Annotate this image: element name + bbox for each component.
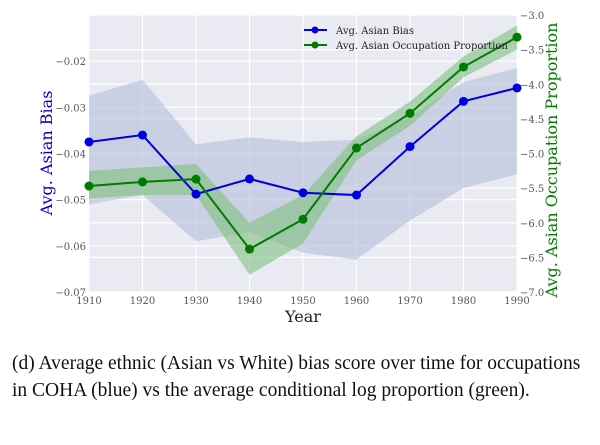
x-tick-label: 1910 xyxy=(76,296,101,307)
legend-marker-proportion xyxy=(311,41,319,49)
right-tick-label: −3.5 xyxy=(520,46,544,57)
legend: Avg. Asian Bias Avg. Asian Occupation Pr… xyxy=(304,26,508,52)
right-tick-label: −7.0 xyxy=(520,288,544,299)
data-point-bias xyxy=(298,188,308,198)
data-point-proportion xyxy=(84,181,94,191)
legend-label-bias: Avg. Asian Bias xyxy=(335,26,414,37)
right-tick-label: −3.0 xyxy=(520,11,544,22)
right-axis-label: Avg. Asian Occupation Proportion xyxy=(542,23,561,299)
x-tick-label: 1990 xyxy=(504,296,529,307)
data-point-proportion xyxy=(298,214,308,224)
right-tick-label: −4.0 xyxy=(520,80,544,91)
x-tick-label: 1980 xyxy=(451,296,476,307)
dual-axis-line-chart: 1910 1920 1930 1940 1950 1960 1970 1980 1990 −0.0… xyxy=(37,11,561,326)
figure-caption: (d) Average ethnic (Asian vs White) bias… xyxy=(12,353,581,401)
data-point-bias xyxy=(459,96,468,106)
confidence-band-bias xyxy=(89,68,517,260)
data-point-proportion xyxy=(138,177,147,187)
data-point-proportion xyxy=(352,143,361,153)
left-tick-label: −0.04 xyxy=(55,150,86,161)
data-point-proportion xyxy=(512,32,522,42)
data-point-bias xyxy=(245,174,254,184)
right-tick-label: −5.5 xyxy=(520,184,544,195)
data-point-proportion xyxy=(245,244,254,254)
right-tick-label: −4.5 xyxy=(520,115,544,126)
left-tick-label: −0.03 xyxy=(55,103,86,114)
x-tick-label: 1960 xyxy=(344,296,369,307)
x-tick-label: 1950 xyxy=(290,296,315,307)
left-axis-label: Avg. Asian Bias xyxy=(37,91,56,217)
legend-marker-bias xyxy=(311,26,319,34)
data-point-bias xyxy=(512,83,522,93)
right-tick-label: −6.5 xyxy=(520,253,544,264)
data-point-bias xyxy=(138,130,147,140)
x-tick-label: 1920 xyxy=(130,296,155,307)
x-axis-label: Year xyxy=(284,307,321,326)
x-tick-label: 1940 xyxy=(237,296,262,307)
data-point-bias xyxy=(405,142,415,152)
left-tick-label: −0.07 xyxy=(55,288,86,299)
left-tick-label: −0.06 xyxy=(55,242,86,253)
data-point-bias xyxy=(84,137,94,147)
data-point-proportion xyxy=(459,62,468,72)
left-tick-label: −0.02 xyxy=(55,57,86,68)
right-tick-label: −5.0 xyxy=(520,150,544,161)
data-point-bias xyxy=(352,190,361,200)
left-tick-label: −0.05 xyxy=(55,196,86,207)
right-tick-label: −6.0 xyxy=(520,219,544,230)
data-point-proportion xyxy=(405,108,415,118)
data-point-bias xyxy=(191,189,201,199)
data-point-proportion xyxy=(191,174,201,184)
x-tick-label: 1930 xyxy=(183,296,208,307)
confidence-band-proportion xyxy=(89,25,517,275)
x-tick-label: 1970 xyxy=(397,296,422,307)
legend-label-proportion: Avg. Asian Occupation Proportion xyxy=(335,41,508,52)
